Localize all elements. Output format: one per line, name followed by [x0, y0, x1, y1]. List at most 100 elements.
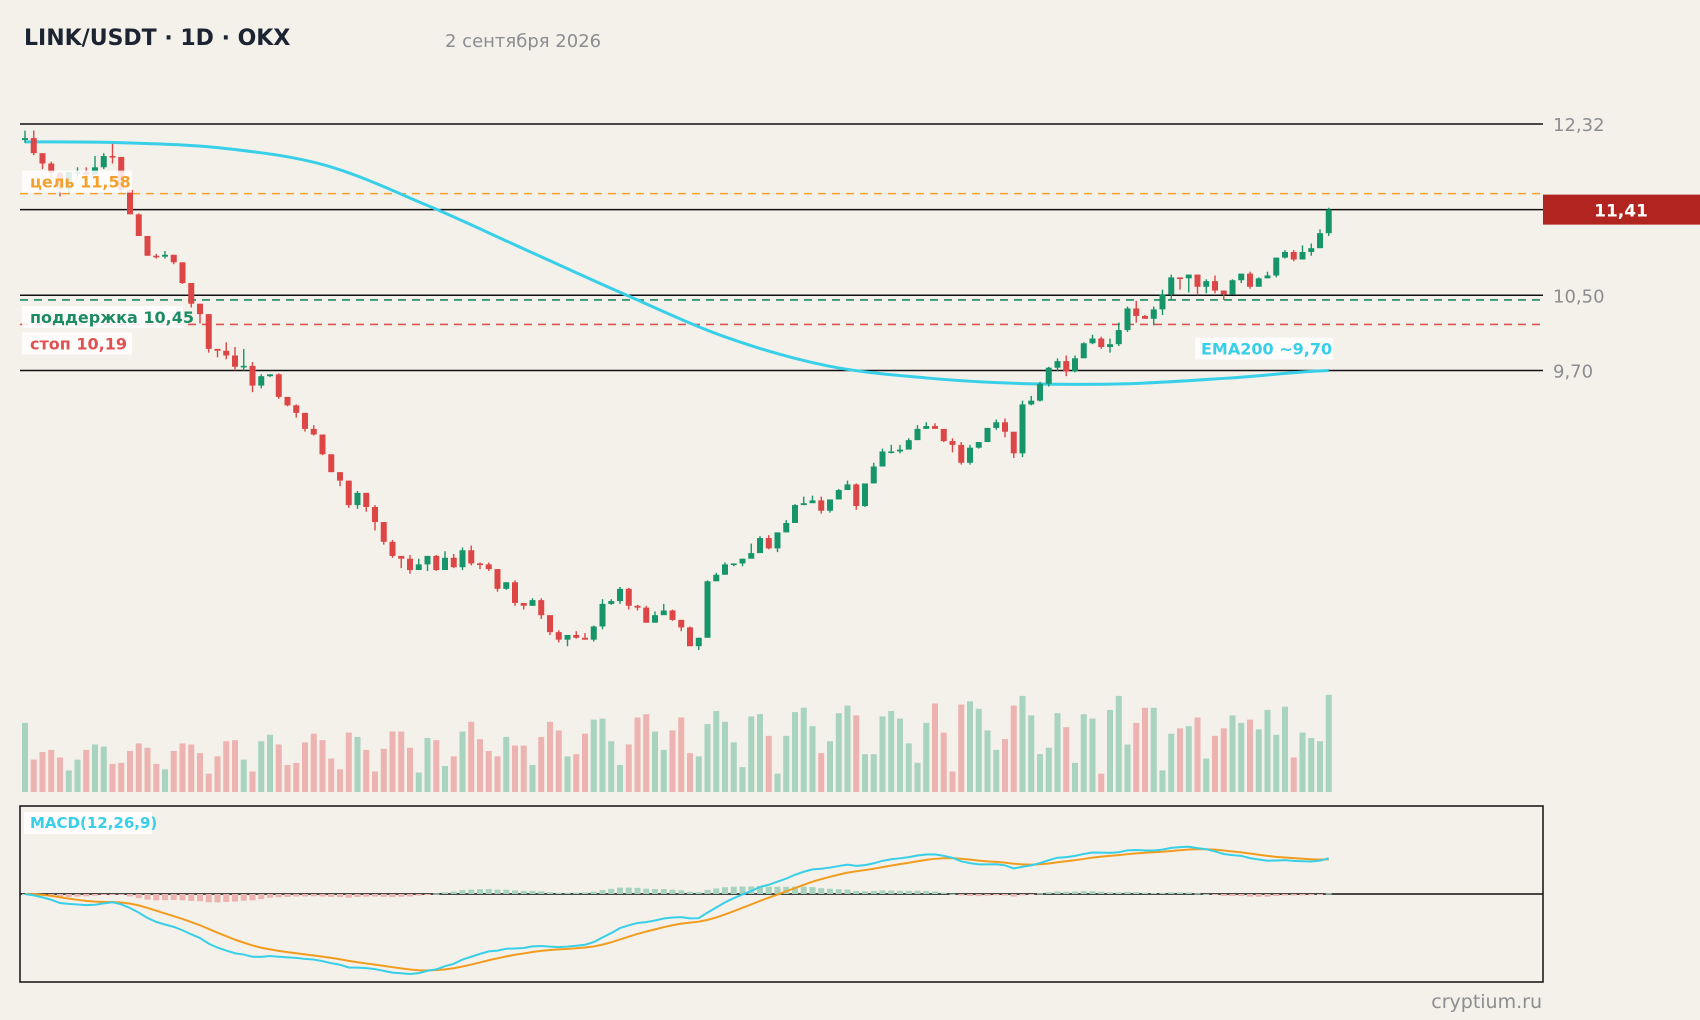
macd-histogram-bar — [844, 889, 851, 894]
macd-histogram-bar — [529, 890, 536, 894]
macd-histogram-bar — [730, 886, 737, 894]
candle-body — [704, 581, 711, 638]
macd-histogram-bar — [862, 891, 868, 894]
candle — [1238, 273, 1245, 284]
macd-histogram-bar — [713, 888, 720, 894]
candle-body — [179, 262, 186, 284]
candle — [1002, 418, 1008, 438]
candle — [450, 554, 457, 569]
macd-histogram-bar — [564, 892, 571, 894]
macd-histogram-bar — [83, 894, 90, 897]
macd-histogram-bar — [1229, 894, 1236, 897]
candle — [678, 619, 685, 632]
candle-body — [1282, 251, 1288, 258]
candle-body — [363, 492, 370, 507]
volume-bar — [538, 736, 545, 792]
candle — [179, 262, 186, 284]
candle-body — [485, 564, 492, 570]
volume-bar — [1273, 734, 1280, 792]
candle-body — [135, 214, 142, 236]
candle-body — [1089, 338, 1096, 344]
ema200-line — [24, 140, 1329, 386]
candle-body — [739, 558, 746, 564]
volume-bar — [363, 749, 370, 792]
candle-body — [319, 434, 326, 455]
macd-histogram-bar — [162, 894, 168, 901]
macd-histogram-bar — [1238, 894, 1245, 896]
macd-histogram-bar — [1282, 894, 1288, 896]
volume-bar — [442, 766, 448, 792]
volume-bar — [765, 735, 772, 792]
volume-bar — [1308, 738, 1315, 792]
candle-body — [127, 189, 133, 215]
candle-body — [1115, 330, 1122, 345]
candle — [800, 496, 807, 506]
macd-histogram-bar — [958, 894, 965, 896]
candle — [1159, 289, 1166, 316]
candle — [739, 558, 746, 567]
candle-body — [853, 484, 860, 507]
candle — [783, 520, 790, 533]
volume-bar — [678, 717, 685, 792]
candle — [1299, 245, 1306, 260]
macd-histogram-bar — [975, 894, 982, 897]
candle — [722, 562, 728, 575]
volume-bar — [1159, 770, 1166, 792]
volume-bar — [853, 715, 860, 792]
candle — [695, 637, 702, 650]
candle — [704, 580, 711, 638]
candle-body — [757, 538, 763, 554]
candle — [660, 603, 667, 616]
macd-histogram-bar — [258, 894, 265, 900]
candle-body — [1159, 294, 1166, 310]
macd-histogram-bar — [1028, 894, 1035, 895]
macd-histogram-bar — [468, 889, 475, 894]
target-label-bg — [22, 170, 132, 193]
macd-histogram-bar — [599, 889, 606, 894]
candle-body — [730, 563, 737, 566]
candle — [1107, 338, 1113, 353]
macd-histogram-bar — [1255, 894, 1262, 897]
volume-bar — [739, 767, 746, 792]
volume-bar — [888, 711, 895, 792]
volume-bar — [30, 759, 37, 792]
volume-bar — [127, 750, 133, 792]
macd-histogram-bar — [835, 889, 842, 894]
macd-histogram-bar — [1054, 891, 1061, 894]
macd-histogram-bar — [267, 894, 273, 898]
candle-body — [1255, 278, 1262, 287]
macd-histogram-bar — [223, 894, 230, 903]
candle — [512, 580, 518, 606]
candle-body — [1194, 274, 1201, 287]
macd-histogram-bar — [380, 894, 387, 897]
candle — [1080, 342, 1087, 359]
macd-histogram-bar — [1194, 893, 1201, 895]
macd-histogram-bar — [879, 890, 886, 894]
candle — [1150, 306, 1157, 326]
candle — [1247, 271, 1253, 289]
volume-bar — [695, 756, 702, 792]
candle — [354, 490, 361, 509]
candle — [853, 483, 860, 510]
candle — [529, 598, 536, 606]
candle-body — [722, 564, 728, 575]
volume-bar — [424, 738, 431, 792]
candle-body — [162, 254, 168, 257]
candle-body — [958, 444, 965, 463]
macd-histogram-bar — [1317, 894, 1323, 895]
candle-body — [153, 255, 160, 258]
volume-bar — [730, 742, 737, 792]
macd-histogram-bar — [205, 894, 212, 903]
candle-body — [22, 138, 28, 140]
candle-body — [328, 454, 335, 473]
candle-body — [765, 538, 772, 549]
volume-bar — [1299, 732, 1306, 792]
volume-bar — [232, 740, 238, 792]
candle — [1063, 355, 1070, 377]
macd-histogram-bar — [1089, 891, 1096, 894]
volume-bar — [214, 756, 221, 792]
candle — [993, 419, 1000, 430]
macd-histogram-bar — [573, 892, 580, 894]
candle-body — [1168, 277, 1175, 295]
macd-histogram-bar — [1299, 894, 1306, 896]
